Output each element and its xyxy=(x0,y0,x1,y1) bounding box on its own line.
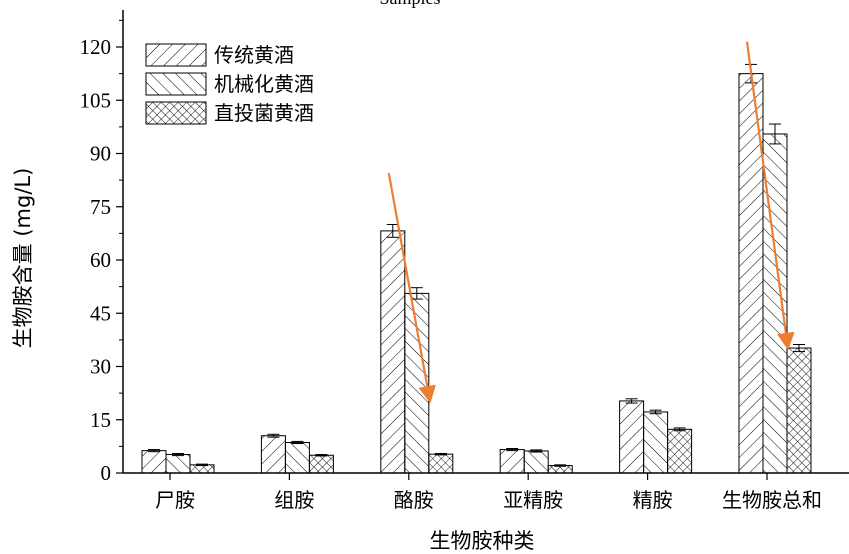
bar-traditional xyxy=(141,450,167,474)
bar-direct-inoculation xyxy=(189,464,215,474)
legend-label-direct-inoculation: 直投菌黄酒 xyxy=(214,101,314,125)
x-axis-title: 生物胺种类 xyxy=(430,529,535,553)
bar-mechanized xyxy=(404,292,430,474)
y-tick-label: 75 xyxy=(90,195,111,219)
bar-direct-inoculation xyxy=(308,454,334,474)
legend-swatch-mechanized xyxy=(145,72,207,96)
y-tick-label: 15 xyxy=(90,408,111,432)
bar-traditional xyxy=(380,230,406,474)
y-tick-label: 45 xyxy=(90,301,111,325)
y-tick-label: 90 xyxy=(90,142,111,166)
y-tick-label: 60 xyxy=(90,248,111,272)
x-category-label: 亚精胺 xyxy=(503,488,563,512)
legend-swatch-traditional xyxy=(145,43,207,67)
legend-swatch-direct-inoculation xyxy=(145,101,207,125)
x-category-label: 精胺 xyxy=(633,488,673,512)
bar-mechanized xyxy=(284,441,310,474)
trend-arrow-tyramine xyxy=(387,172,436,404)
trend-arrow-total xyxy=(745,41,795,351)
bar-traditional xyxy=(499,449,525,474)
x-category-label: 生物胺总和 xyxy=(722,488,822,512)
x-category-label: 酪胺 xyxy=(394,488,434,512)
y-tick-label: 105 xyxy=(80,88,112,112)
bar-traditional xyxy=(260,435,286,474)
legend-label-traditional: 传统黄酒 xyxy=(214,43,294,67)
x-category-label: 尸胺 xyxy=(155,488,195,512)
bar-direct-inoculation xyxy=(428,453,454,474)
bar-mechanized xyxy=(165,454,191,474)
bar-mechanized xyxy=(523,450,549,474)
chart-title: Samples xyxy=(380,0,441,8)
plot-area: 0 15 30 45 60 75 90 105 120 尸胺 组胺 酪胺 亚精胺 精胺 生物胺总和 xyxy=(80,10,849,512)
bar-mechanized xyxy=(643,411,669,474)
y-axis-title: 生物胺含量 (mg/L) xyxy=(11,168,35,349)
y-tick-label: 120 xyxy=(80,35,112,59)
legend-label-mechanized: 机械化黄酒 xyxy=(214,72,314,96)
bar-direct-inoculation xyxy=(667,428,693,474)
bar-traditional xyxy=(619,400,645,474)
x-category-label: 组胺 xyxy=(274,488,314,512)
y-tick-label: 30 xyxy=(90,355,111,379)
y-tick-label: 0 xyxy=(101,461,112,485)
bar-direct-inoculation xyxy=(786,347,812,474)
legend: 传统黄酒 机械化黄酒 直投菌黄酒 xyxy=(145,43,314,125)
